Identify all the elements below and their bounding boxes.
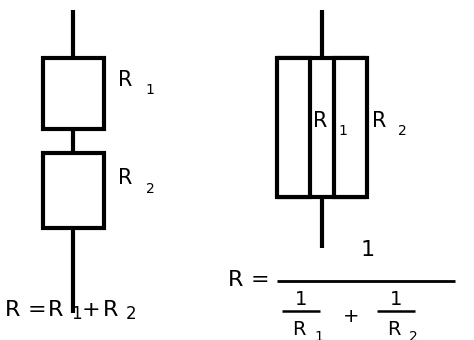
- Text: R: R: [5, 300, 20, 320]
- Bar: [43, 153, 104, 228]
- Text: 1: 1: [390, 290, 402, 309]
- Text: +: +: [82, 300, 100, 320]
- Text: 1: 1: [71, 305, 82, 323]
- Text: R: R: [292, 320, 305, 339]
- Text: R: R: [387, 320, 400, 339]
- Text: 2: 2: [126, 305, 137, 323]
- Text: 2: 2: [146, 182, 154, 196]
- Text: +: +: [343, 307, 359, 326]
- Bar: [277, 58, 310, 197]
- Text: 1: 1: [339, 124, 348, 138]
- Text: R: R: [48, 300, 64, 320]
- Text: R: R: [118, 70, 133, 90]
- Text: 1: 1: [295, 290, 307, 309]
- Text: 2: 2: [409, 329, 418, 340]
- Text: 1: 1: [314, 329, 323, 340]
- Text: R: R: [103, 300, 118, 320]
- Text: 2: 2: [398, 124, 407, 138]
- Text: 1: 1: [360, 240, 374, 260]
- Text: R: R: [228, 271, 243, 290]
- Text: =: =: [250, 271, 269, 290]
- Text: R: R: [313, 111, 327, 131]
- Text: R: R: [372, 111, 386, 131]
- Text: R: R: [118, 169, 133, 188]
- Text: =: =: [27, 300, 46, 320]
- Bar: [43, 58, 104, 129]
- Bar: [334, 58, 367, 197]
- Text: 1: 1: [146, 83, 155, 97]
